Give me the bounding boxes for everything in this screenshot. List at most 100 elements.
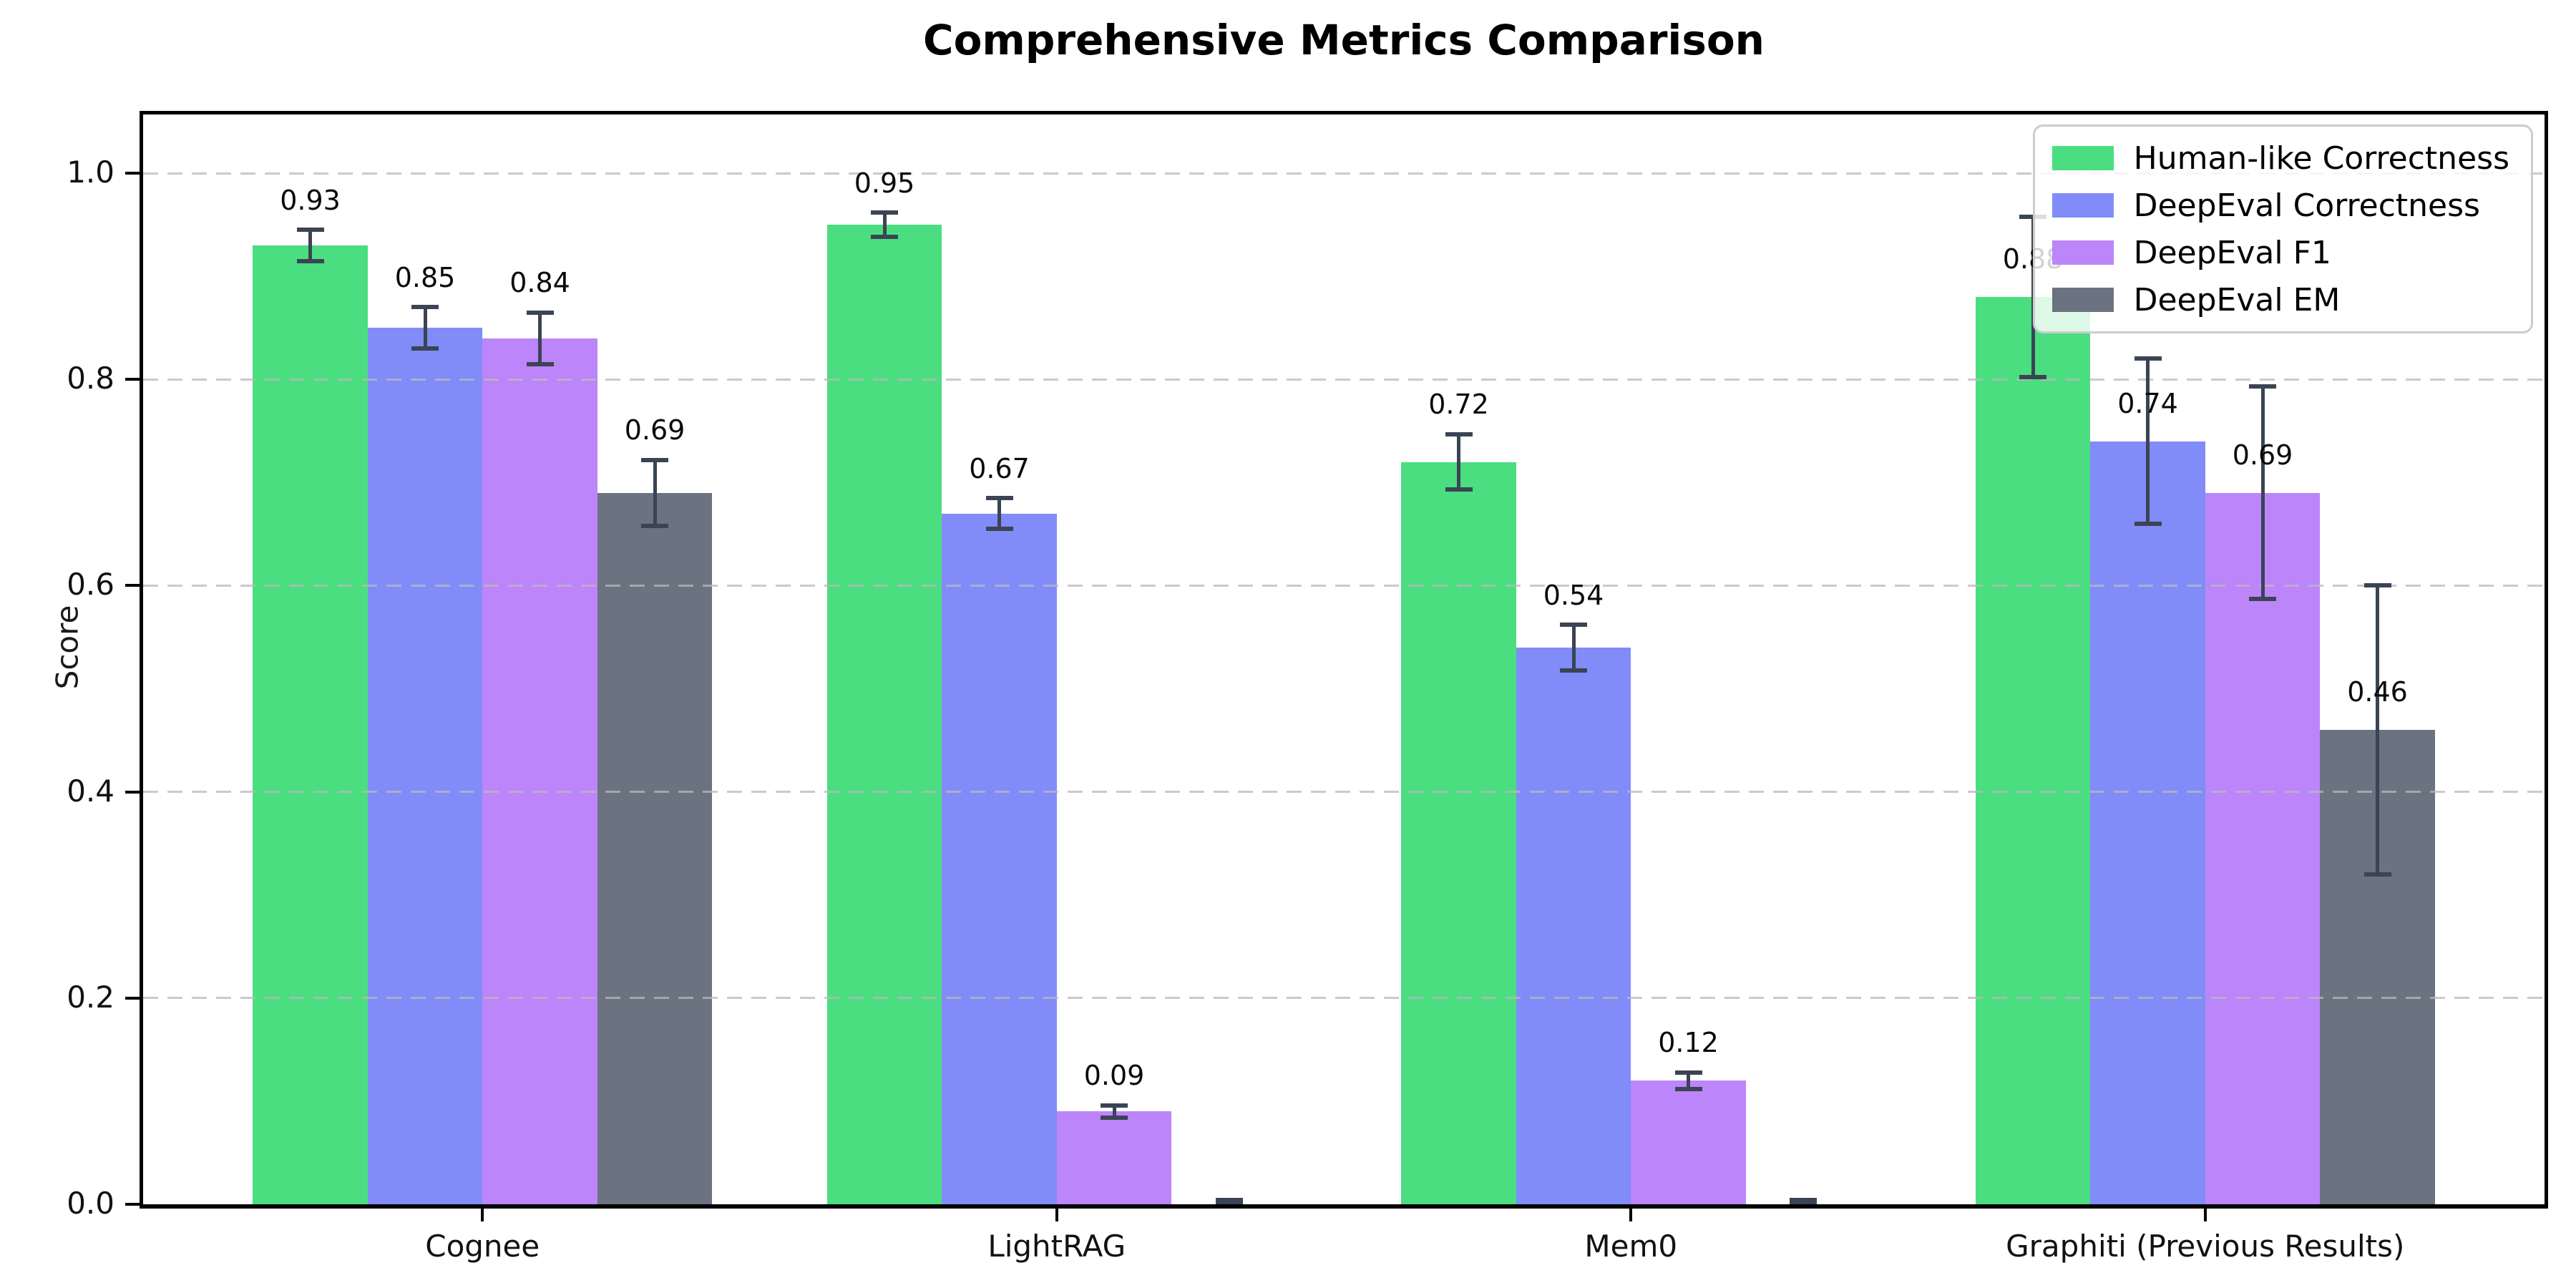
legend-label: DeepEval Correctness: [2133, 187, 2480, 224]
error-bar-cap-bottom: [1674, 1086, 1702, 1091]
x-tick-label: LightRAG: [987, 1229, 1126, 1264]
bar-series2-cat3: [2205, 492, 2321, 1204]
error-bar-cap-top: [411, 305, 439, 310]
error-bar-cap-top: [2134, 356, 2162, 361]
bar-series2-cat1: [1056, 1111, 1172, 1204]
error-bar-cap-bottom: [2134, 522, 2162, 527]
bar-value-label: 0.69: [624, 414, 686, 447]
plot-area: Human-like Correctness DeepEval Correctn…: [143, 114, 2545, 1206]
error-bar-cap-top: [296, 228, 324, 233]
y-tick-label: 0.2: [67, 979, 114, 1015]
error-bar-cap-top: [1215, 1198, 1243, 1203]
error-bar-line: [997, 498, 1001, 530]
error-bar-cap-bottom: [1445, 487, 1473, 492]
plot-spine-right: [2545, 111, 2548, 1209]
error-bar-cap-bottom: [411, 346, 439, 351]
error-bar-line: [538, 312, 542, 364]
bar-series1-cat1: [942, 513, 1057, 1204]
legend-swatch-deepeval-em: [2051, 288, 2114, 312]
gridline: [143, 378, 2545, 381]
bar-value-label: 0.85: [394, 262, 456, 294]
error-bar-cap-bottom: [526, 361, 554, 366]
error-bar-line: [1457, 434, 1460, 490]
bar-series0-cat3: [1975, 297, 2091, 1204]
error-bar-cap-top: [1445, 431, 1473, 436]
legend-item: DeepEval F1: [2051, 234, 2509, 271]
y-tick-label: 0.8: [67, 361, 114, 396]
error-bar-cap-top: [1790, 1198, 1817, 1203]
y-tick-mark: [125, 378, 140, 381]
error-bar-line: [1687, 1072, 1690, 1089]
bar-series2-cat0: [482, 338, 597, 1204]
legend-item: Human-like Correctness: [2051, 140, 2509, 177]
y-tick-label: 0.0: [67, 1186, 114, 1221]
bar-value-label: 0.69: [2232, 439, 2293, 471]
plot-spine-top: [140, 111, 2548, 114]
error-bar-cap-bottom: [2363, 872, 2391, 877]
error-bar-cap-top: [1560, 623, 1587, 628]
y-tick-label: 0.4: [67, 773, 114, 809]
error-bar-line: [1571, 625, 1576, 670]
gridline: [143, 791, 2545, 794]
error-bar-cap-top: [985, 496, 1013, 500]
y-tick-label: 1.0: [67, 155, 114, 190]
x-tick-mark: [481, 1209, 484, 1221]
bar-value-label: 0.72: [1428, 389, 1489, 421]
bar-value-label: 0.74: [2117, 387, 2178, 419]
legend-swatch-deepeval-correctness: [2051, 193, 2114, 218]
bar-value-label: 0.54: [1543, 579, 1604, 611]
legend: Human-like Correctness DeepEval Correctn…: [2032, 125, 2533, 333]
x-tick-label: Graphiti (Previous Results): [2006, 1229, 2405, 1264]
x-tick-mark: [1055, 1209, 1058, 1221]
error-bar-cap-bottom: [871, 235, 898, 240]
error-bar-line: [653, 459, 657, 526]
bar-value-label: 0.84: [509, 267, 570, 299]
error-bar-line: [2260, 386, 2265, 600]
error-bar-line: [1112, 1105, 1116, 1118]
legend-label: DeepEval F1: [2133, 234, 2331, 271]
error-bar-line: [423, 307, 427, 349]
legend-label: DeepEval EM: [2133, 281, 2341, 318]
bar-series0-cat1: [826, 225, 942, 1204]
y-tick-mark: [125, 172, 140, 175]
error-bar-line: [2146, 358, 2150, 525]
bar-series1-cat0: [367, 328, 483, 1204]
bar-series2-cat2: [1631, 1080, 1746, 1204]
legend-item: DeepEval Correctness: [2051, 187, 2509, 224]
plot-spine-bottom: [140, 1204, 2548, 1209]
error-bar-line: [2376, 585, 2379, 874]
y-tick-mark: [125, 790, 140, 794]
gridline: [143, 584, 2545, 587]
legend-swatch-human-like-correctness: [2051, 146, 2114, 170]
x-tick-mark: [2203, 1209, 2207, 1221]
y-tick-mark: [125, 1203, 140, 1206]
error-bar-cap-top: [1674, 1070, 1702, 1075]
bar-series3-cat0: [597, 492, 713, 1204]
x-tick-mark: [1629, 1209, 1633, 1221]
gridline: [143, 172, 2545, 175]
bar-series1-cat3: [2090, 441, 2205, 1204]
error-bar-cap-bottom: [2249, 597, 2276, 602]
plot-spine-left: [140, 111, 143, 1209]
chart-title: Comprehensive Metrics Comparison: [923, 16, 1765, 64]
y-tick-mark: [125, 996, 140, 1000]
bar-value-label: 0.67: [969, 452, 1030, 484]
legend-label: Human-like Correctness: [2133, 140, 2509, 177]
bar-value-label: 0.09: [1083, 1060, 1145, 1092]
legend-swatch-deepeval-f1: [2051, 240, 2114, 265]
error-bar-cap-top: [526, 310, 554, 315]
error-bar-cap-top: [2363, 583, 2391, 588]
error-bar-cap-bottom: [1560, 668, 1587, 673]
gridline: [143, 997, 2545, 1000]
bar-series0-cat2: [1401, 462, 1516, 1204]
error-bar-cap-top: [641, 457, 668, 462]
error-bar-cap-bottom: [641, 523, 668, 528]
error-bar-cap-top: [1101, 1103, 1128, 1108]
error-bar-cap-top: [871, 210, 898, 215]
bar-value-label: 0.95: [854, 167, 915, 199]
error-bar-line: [882, 212, 887, 238]
bar-series1-cat2: [1516, 647, 1631, 1204]
error-bar-cap-bottom: [1101, 1115, 1128, 1120]
bar-value-label: 0.93: [280, 185, 341, 217]
